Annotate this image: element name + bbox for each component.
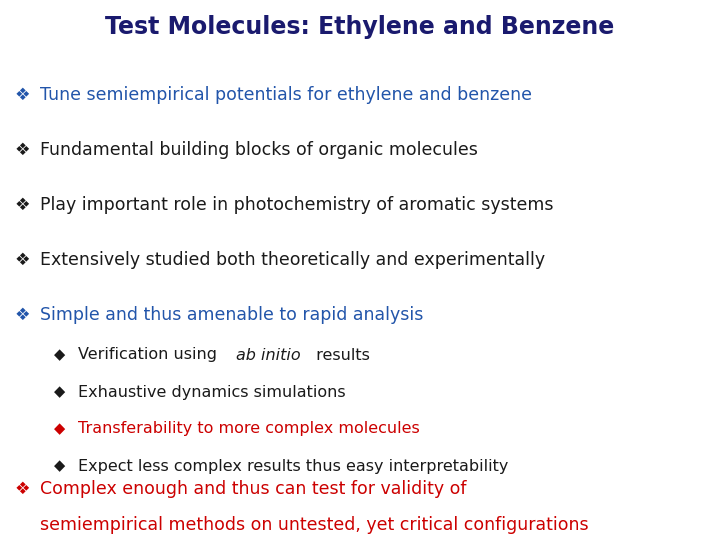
Text: Transferability to more complex molecules: Transferability to more complex molecule… [78, 422, 420, 436]
Text: Test Molecules: Ethylene and Benzene: Test Molecules: Ethylene and Benzene [105, 15, 615, 39]
Text: Simple and thus amenable to rapid analysis: Simple and thus amenable to rapid analys… [40, 306, 423, 324]
Text: Extensively studied both theoretically and experimentally: Extensively studied both theoretically a… [40, 251, 545, 269]
Text: Verification using: Verification using [78, 348, 222, 362]
Text: ❖: ❖ [14, 86, 30, 104]
Text: Expect less complex results thus easy interpretability: Expect less complex results thus easy in… [78, 458, 508, 474]
Text: ❖: ❖ [14, 141, 30, 159]
Text: ❖: ❖ [14, 251, 30, 269]
Text: Tune semiempirical potentials for ethylene and benzene: Tune semiempirical potentials for ethyle… [40, 86, 532, 104]
Text: Fundamental building blocks of organic molecules: Fundamental building blocks of organic m… [40, 141, 478, 159]
Text: ❖: ❖ [14, 196, 30, 214]
Text: ◆: ◆ [55, 422, 66, 436]
Text: semiempirical methods on untested, yet critical configurations: semiempirical methods on untested, yet c… [40, 516, 589, 534]
Text: ◆: ◆ [55, 348, 66, 362]
Text: ◆: ◆ [55, 458, 66, 474]
Text: ❖: ❖ [14, 306, 30, 324]
Text: Complex enough and thus can test for validity of: Complex enough and thus can test for val… [40, 480, 467, 498]
Text: ab initio: ab initio [236, 348, 300, 362]
Text: ❖: ❖ [14, 480, 30, 498]
Text: Play important role in photochemistry of aromatic systems: Play important role in photochemistry of… [40, 196, 554, 214]
Text: ◆: ◆ [55, 384, 66, 400]
Text: results: results [310, 348, 369, 362]
Text: Exhaustive dynamics simulations: Exhaustive dynamics simulations [78, 384, 346, 400]
